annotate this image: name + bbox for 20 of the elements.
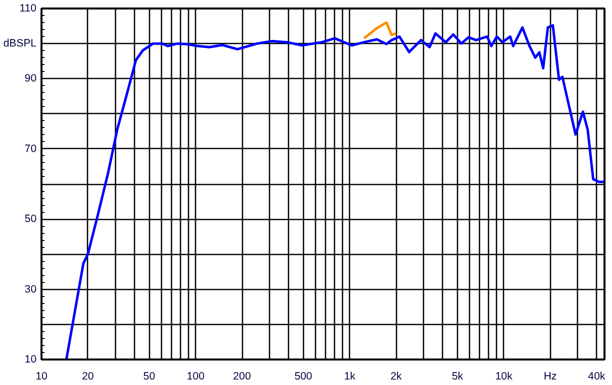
x-tick-label: 500	[294, 370, 312, 382]
x-tick-label: 5k	[452, 370, 464, 382]
y-tick-label: 30	[24, 283, 37, 296]
y-tick-label: 70	[24, 142, 37, 155]
y-tick-label: dBSPL	[3, 38, 37, 50]
y-tick-label: 110	[20, 2, 37, 14]
line-series	[362, 21, 398, 40]
x-tick-label: 200	[233, 370, 251, 382]
x-tick-label: Hz	[544, 370, 557, 382]
x-tick-label: 2k	[390, 370, 402, 382]
x-tick-label: 50	[143, 370, 156, 382]
y-tick-label: 50	[24, 213, 37, 226]
x-tick-label: 10k	[495, 370, 514, 382]
x-tick-label: 100	[186, 370, 205, 382]
x-tick-label: 1k	[344, 370, 356, 382]
x-tick-label: 10	[36, 370, 48, 382]
y-tick-label: 10	[24, 354, 37, 366]
x-tick-label: 40k	[588, 370, 606, 382]
y-tick-label: 90	[24, 72, 37, 85]
x-tick-label: 20	[82, 370, 94, 382]
